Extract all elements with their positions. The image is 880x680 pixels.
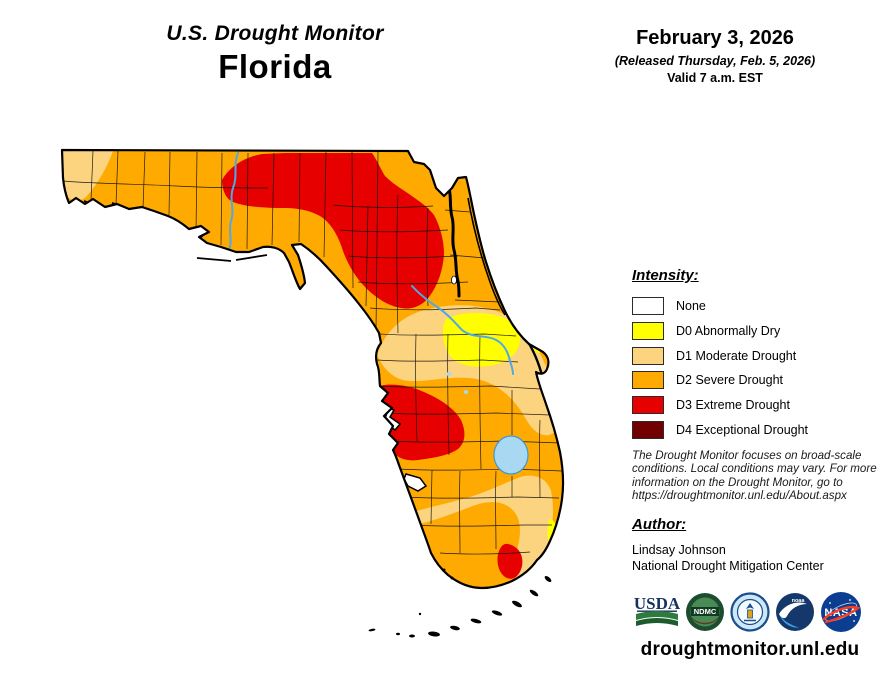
disclaimer-url: https://droughtmonitor.unl.edu/About.asp…: [632, 488, 847, 502]
noaa-lower: [779, 615, 799, 628]
usda-swoosh-2: [636, 618, 678, 626]
ne-coastal-lagoon: [467, 197, 506, 316]
doc-seal-logo: [730, 592, 770, 632]
legend-label: None: [676, 299, 706, 314]
barrier-islands: [196, 254, 552, 638]
ndmc-logo-text: NDMC: [694, 607, 717, 616]
nasa-logo-text: NASA: [824, 607, 857, 619]
legend-swatch-d3: [632, 396, 664, 415]
map-date: February 3, 2026: [636, 27, 794, 49]
author-heading: Author:: [632, 516, 687, 533]
legend-heading: Intensity:: [632, 267, 699, 284]
legend-swatch-none: [632, 297, 664, 316]
legend-label: D2 Severe Drought: [676, 373, 784, 388]
nasa-logo: NASA: [821, 592, 861, 632]
legend-row-d3: D3 Extreme Drought: [632, 393, 872, 418]
legend-row-d2: D2 Severe Drought: [632, 368, 872, 393]
noaa-logo: noaa: [776, 593, 814, 631]
legend-swatch-d2: [632, 371, 664, 390]
ndmc-banner: [691, 607, 719, 616]
lake-okeechobee: [493, 435, 529, 475]
apalachicola-barrier-islands: [196, 254, 268, 262]
florida-keys: [368, 568, 552, 638]
author-name: Lindsay Johnson: [632, 543, 726, 557]
release-date: (Released Thursday, Feb. 5, 2026): [614, 54, 816, 68]
valid-time: Valid 7 a.m. EST: [667, 71, 763, 85]
legend-label: D4 Exceptional Drought: [676, 422, 809, 437]
legend-row-d4: D4 Exceptional Drought: [632, 417, 872, 442]
region-title: Florida: [218, 48, 332, 85]
legend-row-d0: D0 Abnormally Dry: [632, 319, 872, 344]
ndmc-logo: NDMC: [686, 593, 724, 631]
legend-swatch-d1: [632, 346, 664, 365]
author-org: National Drought Mitigation Center: [632, 559, 824, 573]
legend-label: D0 Abnormally Dry: [676, 324, 781, 339]
nasa-circle: [821, 592, 861, 632]
rivers-and-lakes: [228, 152, 564, 475]
legend-label: D3 Extreme Drought: [676, 398, 790, 413]
date-block: February 3, 2026 (Released Thursday, Feb…: [585, 27, 845, 85]
noaa-logo-text: noaa: [792, 598, 806, 604]
usda-logo: USDA: [634, 594, 680, 626]
doc-eagle: [746, 603, 754, 609]
county-boundaries: [62, 150, 563, 555]
disclaimer: The Drought Monitor focuses on broad-sca…: [632, 449, 878, 502]
legend: Intensity: None D0 Abnormally Dry D1 Mod…: [632, 267, 872, 442]
legend-swatch-d4: [632, 420, 664, 439]
footer-url: droughtmonitor.unl.edu: [640, 639, 860, 660]
noaa-bird: [779, 602, 807, 619]
ndmc-earth: [691, 616, 719, 625]
author-block: Author: Lindsay Johnson National Drought…: [632, 516, 878, 574]
st-johns-river: [446, 182, 461, 298]
disclaimer-line: information on the Drought Monitor, go t…: [632, 475, 843, 489]
nasa-swoosh: [822, 605, 861, 624]
legend-label: D1 Moderate Drought: [676, 348, 797, 363]
legend-row-d1: D1 Moderate Drought: [632, 343, 872, 368]
lake-george: [451, 275, 457, 285]
disclaimer-line: conditions. Local conditions may vary. F…: [632, 462, 877, 476]
doc-emblem: [747, 609, 753, 619]
header: U.S. Drought Monitor Florida: [95, 22, 455, 86]
legend-swatch-d0: [632, 322, 664, 341]
agency-logos: USDA NDMC noaa NASA: [634, 591, 874, 633]
usda-logo-text: USDA: [634, 594, 680, 613]
usda-swoosh-1: [636, 611, 678, 620]
disclaimer-line: The Drought Monitor focuses on broad-sca…: [632, 449, 862, 462]
legend-row-none: None: [632, 294, 872, 319]
page-title: U.S. Drought Monitor: [166, 22, 384, 45]
